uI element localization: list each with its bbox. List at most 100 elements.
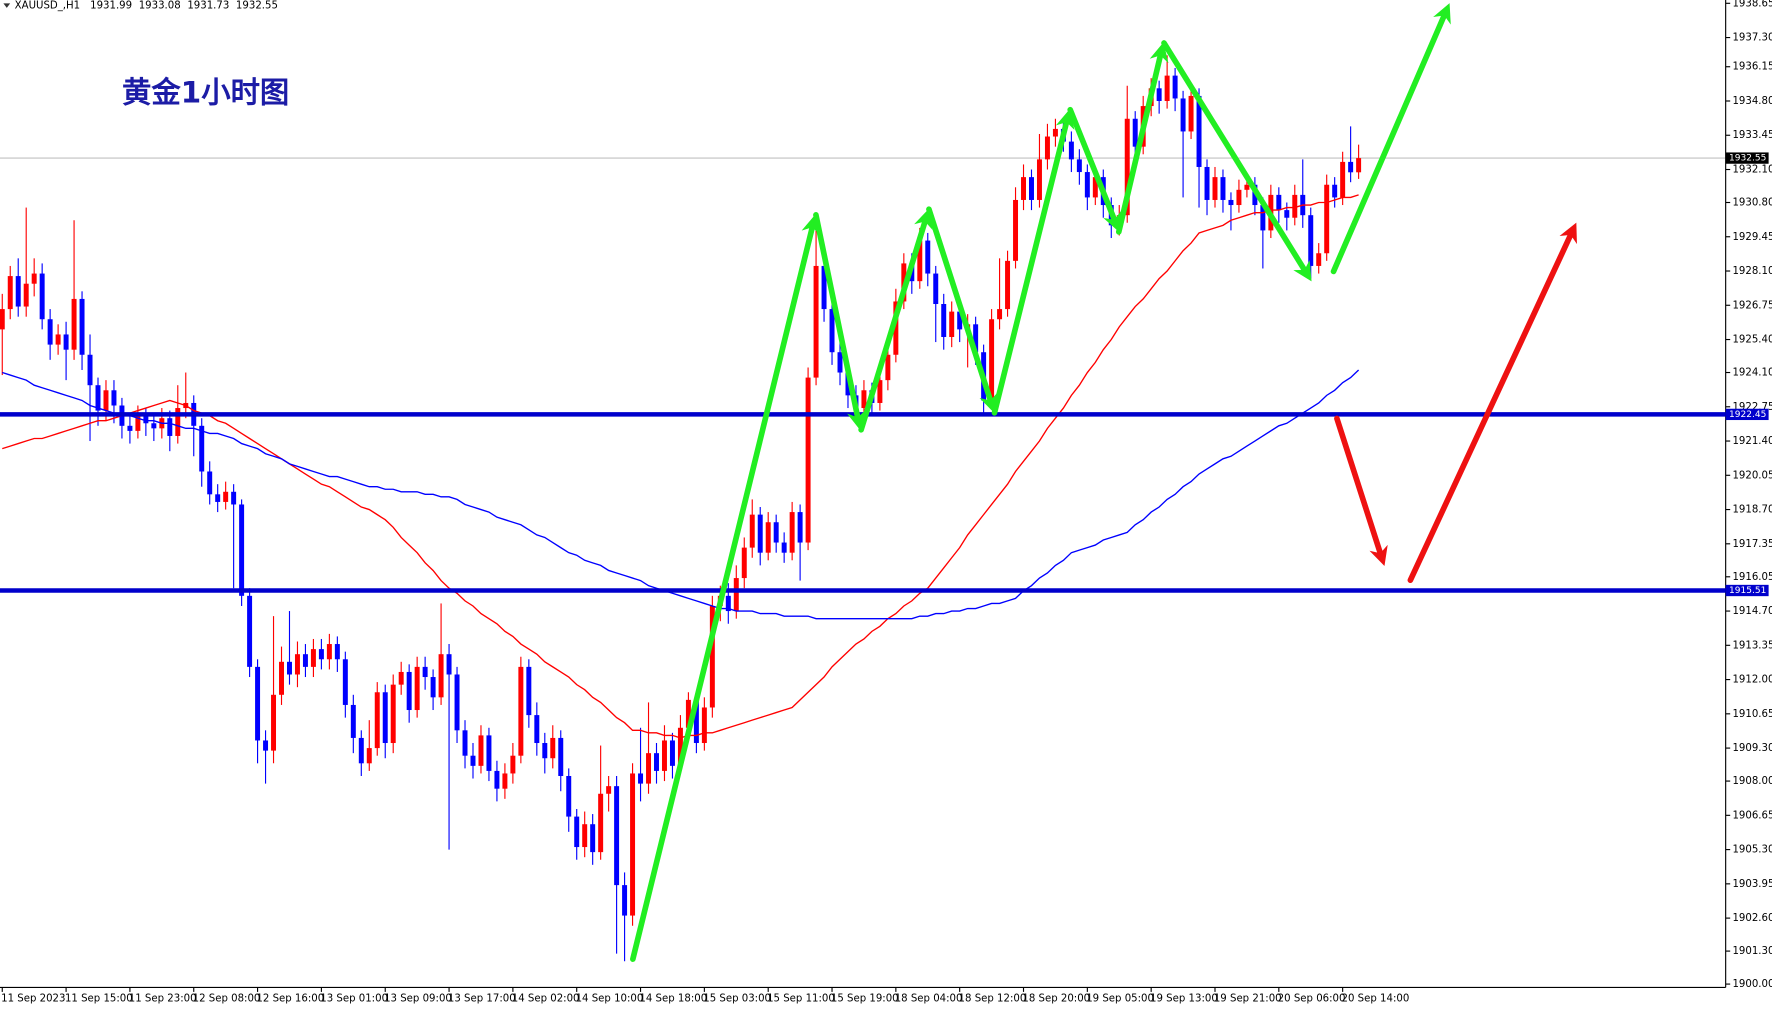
x-tick-label: 18 Sep 20:00 bbox=[1022, 994, 1090, 1005]
candle-body bbox=[390, 684, 396, 744]
candle-body bbox=[231, 491, 237, 505]
arrow bbox=[1067, 106, 1122, 233]
candle-body bbox=[0, 309, 5, 330]
candle-body bbox=[1228, 199, 1234, 206]
level-label: 1915.51 bbox=[1729, 586, 1766, 596]
y-tick-label: 1920.05 bbox=[1732, 470, 1772, 481]
candle-body bbox=[765, 522, 771, 553]
candle-body bbox=[239, 504, 245, 596]
candle-body bbox=[39, 273, 45, 320]
x-tick-label: 15 Sep 11:00 bbox=[767, 994, 835, 1005]
candle-body bbox=[366, 748, 372, 764]
x-tick-label: 12 Sep 16:00 bbox=[256, 994, 324, 1005]
candle-body bbox=[1340, 161, 1346, 198]
y-tick-label: 1929.45 bbox=[1732, 232, 1772, 243]
y-tick-label: 1922.75 bbox=[1732, 402, 1772, 413]
candle-body bbox=[1076, 159, 1082, 173]
y-tick-label: 1932.10 bbox=[1732, 165, 1772, 176]
candle-body bbox=[287, 661, 292, 675]
candle-body bbox=[446, 654, 452, 675]
candle-body bbox=[55, 334, 61, 345]
candle-body bbox=[685, 699, 691, 728]
candle-body bbox=[127, 425, 133, 431]
moving-average bbox=[2, 194, 1359, 739]
arrow bbox=[1161, 40, 1312, 282]
candle-body bbox=[989, 319, 995, 401]
candle-body bbox=[318, 649, 324, 660]
candle-body bbox=[326, 644, 332, 660]
candle-body bbox=[470, 755, 476, 766]
arrow bbox=[858, 208, 933, 433]
y-tick-label: 1913.35 bbox=[1732, 640, 1772, 651]
candle-body bbox=[669, 740, 675, 766]
candle-body bbox=[350, 704, 356, 738]
candle-body bbox=[566, 775, 572, 817]
candle-body bbox=[614, 786, 620, 886]
candle-body bbox=[638, 773, 644, 784]
level-label: 1922.45 bbox=[1729, 410, 1766, 420]
candle-body bbox=[31, 273, 37, 284]
candle-body bbox=[1052, 128, 1058, 137]
y-tick-label: 1903.95 bbox=[1732, 879, 1772, 890]
candle-body bbox=[630, 773, 636, 916]
candle-body bbox=[223, 491, 229, 502]
header-close: 1932.55 bbox=[236, 1, 278, 12]
x-tick-label: 18 Sep 04:00 bbox=[895, 994, 963, 1005]
candle-body bbox=[1013, 199, 1019, 261]
y-tick-label: 1905.30 bbox=[1732, 845, 1772, 856]
candle-body bbox=[646, 753, 652, 784]
candle-body bbox=[47, 319, 53, 345]
x-tick-label: 15 Sep 19:00 bbox=[831, 994, 899, 1005]
candle-body bbox=[1204, 166, 1210, 200]
candle-body bbox=[518, 666, 524, 756]
x-tick-label: 11 Sep 15:00 bbox=[65, 994, 133, 1005]
candle-body bbox=[1284, 210, 1290, 218]
x-tick-label: 19 Sep 05:00 bbox=[1086, 994, 1154, 1005]
candle-body bbox=[733, 578, 739, 612]
x-tick-label: 15 Sep 03:00 bbox=[703, 994, 771, 1005]
candle-body bbox=[797, 512, 803, 543]
y-tick-label: 1900.00 bbox=[1732, 979, 1772, 990]
y-tick-label: 1921.40 bbox=[1732, 436, 1772, 447]
arrow bbox=[991, 109, 1075, 416]
candle-body bbox=[534, 715, 540, 744]
candle-body bbox=[1036, 159, 1042, 200]
x-tick-label: 20 Sep 06:00 bbox=[1278, 994, 1346, 1005]
candle-body bbox=[255, 666, 261, 741]
candle-body bbox=[422, 666, 428, 678]
candle-body bbox=[143, 415, 149, 424]
y-tick-label: 1918.70 bbox=[1732, 505, 1772, 516]
candle-body bbox=[382, 692, 388, 744]
candle-body bbox=[414, 666, 420, 711]
header-icon bbox=[3, 3, 11, 8]
candle-body bbox=[454, 674, 460, 731]
candle-body bbox=[1212, 177, 1218, 200]
y-tick-label: 1938.65 bbox=[1732, 0, 1772, 9]
candle-body bbox=[829, 309, 835, 353]
y-tick-label: 1937.30 bbox=[1732, 33, 1772, 44]
x-tick-label: 19 Sep 21:00 bbox=[1214, 994, 1282, 1005]
moving-average bbox=[2, 369, 1360, 620]
y-tick-label: 1916.05 bbox=[1732, 572, 1772, 583]
candle-body bbox=[486, 735, 492, 771]
candle-body bbox=[789, 512, 795, 553]
candle-body bbox=[247, 595, 253, 667]
x-tick-label: 14 Sep 18:00 bbox=[639, 994, 707, 1005]
candle-body bbox=[781, 542, 787, 553]
candle-body bbox=[933, 273, 939, 305]
candle-body bbox=[757, 514, 763, 553]
candle-body bbox=[725, 595, 731, 612]
candle-body bbox=[1292, 194, 1298, 218]
candle-body bbox=[877, 380, 883, 403]
candle-body bbox=[1316, 253, 1322, 266]
candle-body bbox=[1276, 194, 1282, 211]
candle-body bbox=[7, 276, 13, 310]
candle-body bbox=[598, 793, 604, 853]
level-tag bbox=[1725, 408, 1769, 421]
candle-body bbox=[550, 737, 556, 759]
candle-body bbox=[837, 352, 843, 373]
candle-body bbox=[542, 743, 548, 759]
candle-body bbox=[95, 385, 101, 411]
candle-body bbox=[1156, 88, 1162, 101]
